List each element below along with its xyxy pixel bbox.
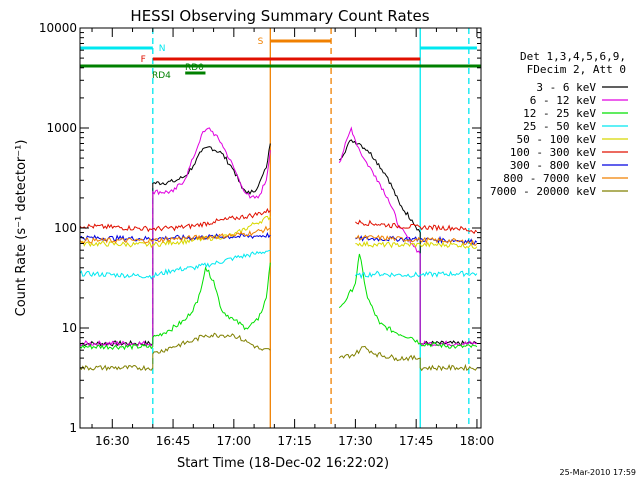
legend-label-6-12-kev: 6 - 12 keV: [530, 94, 597, 107]
x-tick-label-17-30: 17:30: [338, 434, 373, 448]
status-label-s: S: [258, 37, 264, 47]
x-tick-label-16-30: 16:30: [95, 434, 130, 448]
legend-label-7000-20000-kev: 7000 - 20000 keV: [490, 185, 596, 198]
series-line-100-300-kev: [79, 207, 478, 235]
y-tick-label-1000: 1000: [46, 121, 77, 135]
chart-title: HESSI Observing Summary Count Rates: [130, 7, 429, 25]
legend-label-3-6-kev: 3 - 6 keV: [536, 81, 596, 94]
legend-header-0: Det 1,3,4,5,6,9,: [520, 50, 626, 63]
status-label-f: F: [141, 55, 146, 65]
footer-timestamp: 25-Mar-2010 17:59: [560, 468, 637, 477]
series-line-800-7000-kev: [79, 225, 478, 246]
y-axis-label: Count Rate (s⁻¹ detector⁻¹): [14, 140, 29, 317]
y-tick-label-10: 10: [62, 321, 77, 335]
legend-label-12-25-kev: 12 - 25 keV: [523, 107, 596, 120]
x-tick-label-16-45: 16:45: [156, 434, 191, 448]
legend-header-1: FDecim 2, Att 0: [527, 63, 626, 76]
series-layer: [79, 126, 478, 372]
y-tick-label-100: 100: [54, 221, 77, 235]
series-line-6-12-kev: [79, 126, 477, 347]
x-tick-label-17-15: 17:15: [277, 434, 312, 448]
x-axis-label: Start Time (18-Dec-02 16:22:02): [177, 456, 389, 471]
status-label-rd4: RD4: [152, 71, 171, 81]
series-line-7000-20000-kev: [79, 332, 478, 372]
legend: Det 1,3,4,5,6,9,FDecim 2, Att 0 3 - 6 keV…: [490, 50, 628, 198]
x-tick-label-17-45: 17:45: [399, 434, 434, 448]
series-line-12-25-kev: [79, 253, 478, 351]
series-line-300-800-kev: [79, 232, 478, 245]
series-line-25-50-kev: [79, 249, 478, 280]
legend-label-50-100-kev: 50 - 100 keV: [517, 133, 597, 146]
legend-label-25-50-kev: 25 - 50 keV: [523, 120, 596, 133]
status-label-n: N: [159, 44, 166, 54]
legend-label-300-800-kev: 300 - 800 keV: [510, 159, 596, 172]
y-tick-label-1: 1: [69, 421, 77, 435]
series-line-50-100-kev: [79, 215, 478, 249]
x-tick-label-18-00: 18:00: [460, 434, 495, 448]
legend-label-100-300-kev: 100 - 300 keV: [510, 146, 596, 159]
y-tick-label-10000: 10000: [39, 21, 77, 35]
status-label-rd0: RD0: [185, 63, 204, 73]
x-tick-label-17-00: 17:00: [217, 434, 252, 448]
axes: 1 10 100 1000 10000 16:30 16:45 17:00 17:15 17:30…: [39, 21, 494, 448]
legend-label-800-7000-kev: 800 - 7000 keV: [503, 172, 596, 185]
